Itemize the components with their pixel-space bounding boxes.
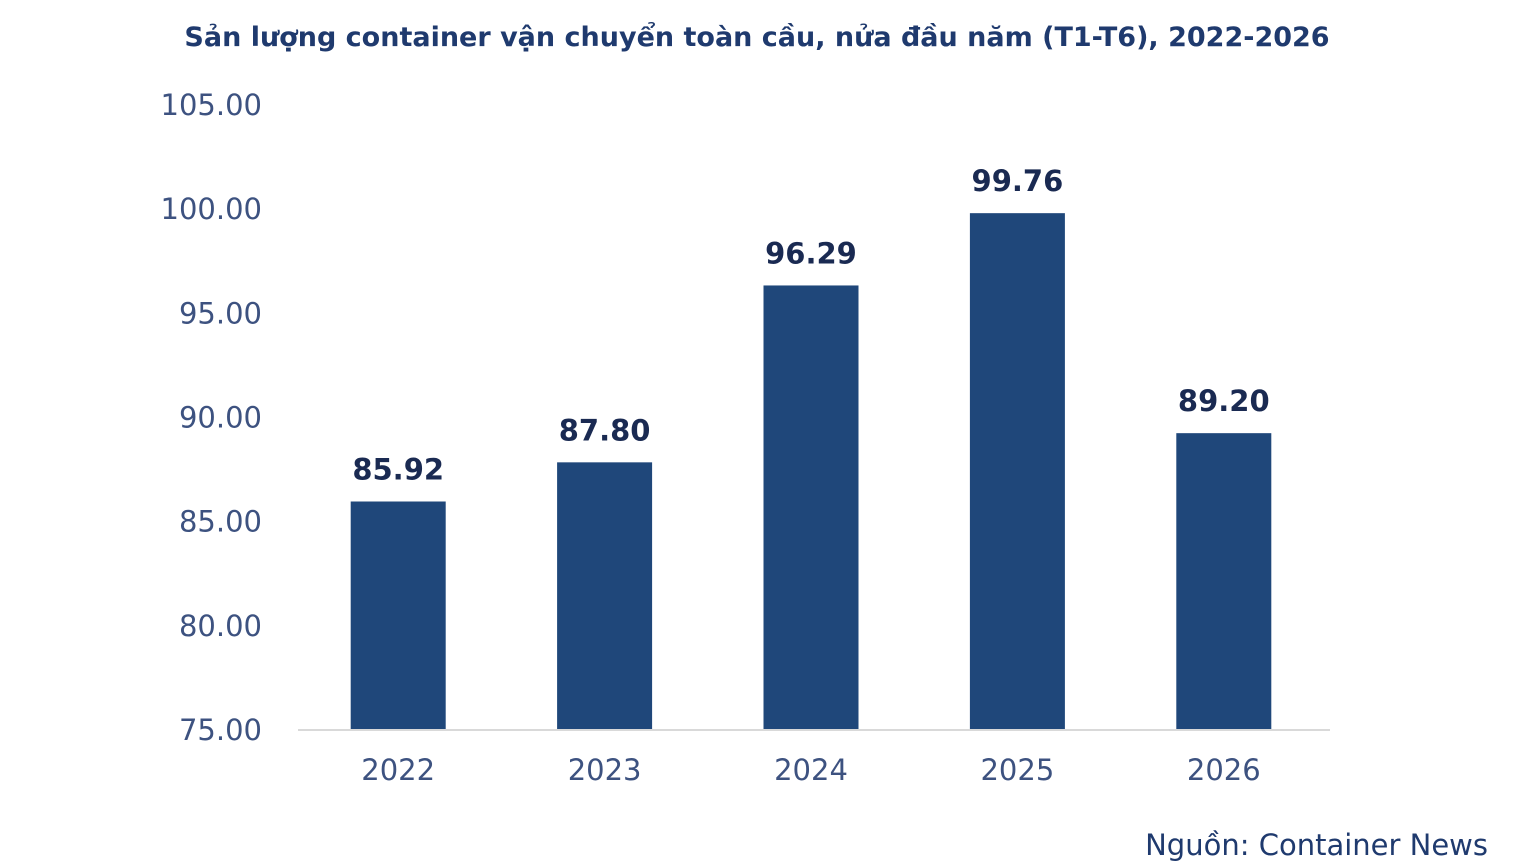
source-note: Nguồn: Container News	[1145, 828, 1488, 862]
x-tick-label: 2023	[568, 753, 642, 787]
y-tick-label: 95.00	[179, 296, 262, 330]
data-label: 85.92	[352, 453, 444, 487]
data-label: 89.20	[1178, 384, 1270, 418]
bar	[969, 213, 1065, 729]
y-axis-ticks: 75.00 80.00 85.00 90.00 95.00 100.00 105.00	[161, 88, 262, 747]
x-tick-label: 2026	[1187, 753, 1261, 787]
x-tick-label: 2024	[774, 753, 848, 787]
data-label: 99.76	[972, 164, 1064, 198]
data-label: 87.80	[559, 413, 651, 447]
bar	[557, 462, 653, 729]
data-labels: 85.92 87.80 96.29 99.76 89.20	[352, 164, 1269, 486]
data-label: 96.29	[765, 236, 857, 270]
bars	[350, 213, 1272, 729]
y-tick-label: 90.00	[179, 401, 262, 435]
x-tick-label: 2022	[361, 753, 435, 787]
y-tick-label: 80.00	[179, 609, 262, 643]
bar	[763, 285, 859, 729]
chart-title: Sản lượng container vận chuyển toàn cầu,…	[184, 22, 1330, 53]
x-axis-ticks: 2022 2023 2024 2025 2026	[361, 753, 1260, 787]
y-tick-label: 85.00	[179, 505, 262, 539]
y-tick-label: 100.00	[161, 192, 262, 226]
y-tick-label: 75.00	[179, 713, 262, 747]
y-tick-label: 105.00	[161, 88, 262, 122]
bar	[350, 501, 446, 729]
bar	[1176, 433, 1272, 729]
x-tick-label: 2025	[980, 753, 1054, 787]
